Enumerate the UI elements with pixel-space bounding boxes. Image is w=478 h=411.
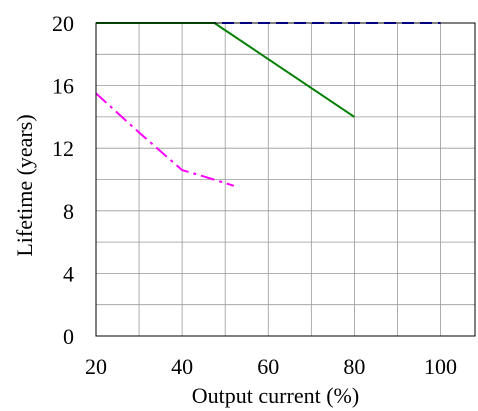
grid — [95, 22, 475, 337]
x-tick-label: 60 — [257, 354, 279, 379]
plot-frame — [95, 22, 476, 337]
y-tick-label: 4 — [63, 261, 74, 286]
y-tick-label: 20 — [52, 11, 74, 36]
y-tick-label: 0 — [63, 324, 74, 349]
y-tick-labels: 0 4 8 12 16 20 — [52, 11, 74, 349]
x-tick-label: 20 — [85, 354, 107, 379]
x-tick-labels: 20 40 60 80 100 — [85, 354, 457, 379]
x-tick-label: 80 — [343, 354, 365, 379]
x-tick-label: 100 — [424, 354, 457, 379]
y-tick-label: 16 — [52, 74, 74, 99]
x-tick-label: 40 — [171, 354, 193, 379]
x-axis-label: Output current (%) — [192, 383, 359, 408]
y-tick-label: 8 — [63, 199, 74, 224]
series-line-3 — [95, 92, 235, 187]
y-axis-label: Lifetime (years) — [12, 114, 37, 256]
y-tick-label: 12 — [52, 136, 74, 161]
